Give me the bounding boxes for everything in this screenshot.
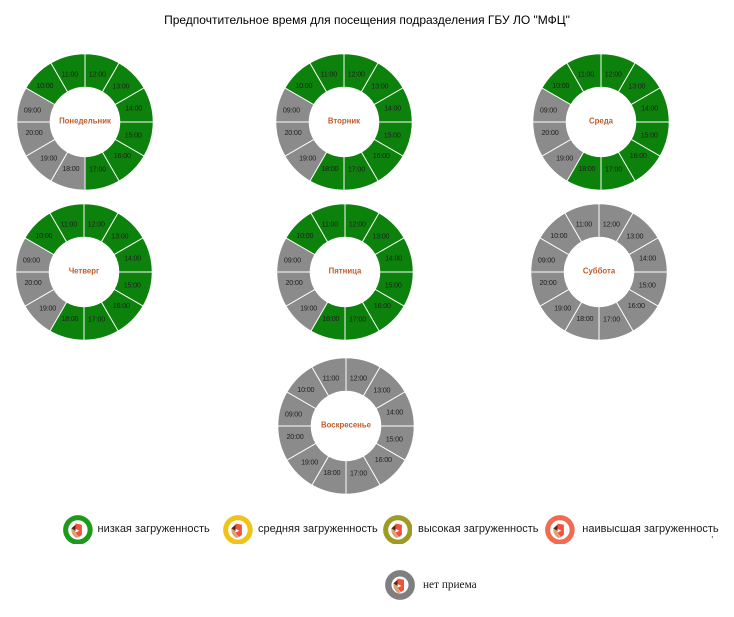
svg-text:09:00: 09:00 bbox=[540, 106, 557, 115]
svg-text:13:00: 13:00 bbox=[626, 232, 643, 241]
svg-text:13:00: 13:00 bbox=[371, 82, 388, 91]
svg-text:Среда: Среда bbox=[589, 117, 614, 126]
svg-text:Вторник: Вторник bbox=[328, 117, 360, 126]
svg-text:12:00: 12:00 bbox=[87, 220, 104, 229]
svg-text:09:00: 09:00 bbox=[284, 256, 301, 265]
svg-text:17:00: 17:00 bbox=[88, 315, 105, 324]
svg-text:16:00: 16:00 bbox=[113, 151, 130, 160]
svg-text:16:00: 16:00 bbox=[375, 455, 392, 464]
svg-text:09:00: 09:00 bbox=[23, 106, 40, 115]
svg-text:Понедельник: Понедельник bbox=[59, 117, 111, 126]
svg-text:15:00: 15:00 bbox=[385, 434, 402, 443]
svg-text:15:00: 15:00 bbox=[123, 281, 140, 290]
svg-text:15:00: 15:00 bbox=[384, 131, 401, 140]
svg-text:14:00: 14:00 bbox=[124, 254, 141, 263]
svg-text:17:00: 17:00 bbox=[348, 165, 365, 174]
svg-text:11:00: 11:00 bbox=[322, 220, 339, 229]
svg-text:14:00: 14:00 bbox=[385, 254, 402, 263]
svg-text:11:00: 11:00 bbox=[578, 70, 595, 79]
svg-text:Пятница: Пятница bbox=[329, 267, 362, 276]
svg-text:13:00: 13:00 bbox=[111, 232, 128, 241]
svg-text:10:00: 10:00 bbox=[552, 81, 569, 90]
svg-text:15:00: 15:00 bbox=[641, 131, 658, 140]
svg-text:19:00: 19:00 bbox=[556, 154, 573, 163]
svg-text:12:00: 12:00 bbox=[349, 220, 366, 229]
svg-text:19:00: 19:00 bbox=[301, 457, 318, 466]
svg-text:18:00: 18:00 bbox=[61, 314, 78, 323]
svg-text:13:00: 13:00 bbox=[628, 82, 645, 91]
svg-text:Четверг: Четверг bbox=[68, 267, 99, 276]
svg-text:11:00: 11:00 bbox=[321, 70, 338, 79]
svg-text:20:00: 20:00 bbox=[542, 128, 559, 137]
svg-text:14:00: 14:00 bbox=[125, 104, 142, 113]
svg-text:10:00: 10:00 bbox=[35, 231, 52, 240]
svg-text:09:00: 09:00 bbox=[22, 256, 39, 265]
svg-text:Суббота: Суббота bbox=[583, 267, 616, 276]
svg-text:14:00: 14:00 bbox=[384, 104, 401, 113]
svg-text:11:00: 11:00 bbox=[61, 70, 78, 79]
svg-text:16:00: 16:00 bbox=[373, 151, 390, 160]
svg-text:20:00: 20:00 bbox=[286, 432, 303, 441]
svg-text:12:00: 12:00 bbox=[348, 70, 365, 79]
svg-text:09:00: 09:00 bbox=[285, 409, 302, 418]
svg-text:16:00: 16:00 bbox=[630, 151, 647, 160]
svg-text:16:00: 16:00 bbox=[112, 301, 129, 310]
svg-text:18:00: 18:00 bbox=[62, 164, 79, 173]
svg-text:15:00: 15:00 bbox=[639, 281, 656, 290]
svg-text:13:00: 13:00 bbox=[372, 232, 389, 241]
svg-text:14:00: 14:00 bbox=[386, 407, 403, 416]
svg-text:09:00: 09:00 bbox=[283, 106, 300, 115]
svg-text:18:00: 18:00 bbox=[577, 314, 594, 323]
svg-text:17:00: 17:00 bbox=[89, 165, 106, 174]
svg-text:19:00: 19:00 bbox=[39, 304, 56, 313]
svg-text:18:00: 18:00 bbox=[322, 164, 339, 173]
svg-text:Воскресенье: Воскресенье bbox=[321, 420, 372, 429]
svg-text:11:00: 11:00 bbox=[60, 220, 77, 229]
svg-text:20:00: 20:00 bbox=[24, 278, 41, 287]
svg-text:15:00: 15:00 bbox=[124, 131, 141, 140]
svg-text:10:00: 10:00 bbox=[36, 81, 53, 90]
svg-text:18:00: 18:00 bbox=[323, 468, 340, 477]
svg-text:16:00: 16:00 bbox=[628, 301, 645, 310]
svg-text:17:00: 17:00 bbox=[349, 315, 366, 324]
svg-text:14:00: 14:00 bbox=[639, 254, 656, 263]
svg-text:09:00: 09:00 bbox=[538, 256, 555, 265]
svg-text:20:00: 20:00 bbox=[285, 128, 302, 137]
svg-text:19:00: 19:00 bbox=[299, 154, 316, 163]
svg-text:16:00: 16:00 bbox=[374, 301, 391, 310]
svg-text:10:00: 10:00 bbox=[296, 231, 313, 240]
svg-text:10:00: 10:00 bbox=[550, 231, 567, 240]
svg-text:18:00: 18:00 bbox=[322, 314, 339, 323]
svg-text:15:00: 15:00 bbox=[385, 281, 402, 290]
svg-text:14:00: 14:00 bbox=[641, 104, 658, 113]
svg-text:10:00: 10:00 bbox=[297, 385, 314, 394]
svg-text:11:00: 11:00 bbox=[322, 373, 339, 382]
svg-text:18:00: 18:00 bbox=[578, 164, 595, 173]
svg-text:19:00: 19:00 bbox=[554, 304, 571, 313]
svg-text:19:00: 19:00 bbox=[300, 304, 317, 313]
svg-text:20:00: 20:00 bbox=[286, 278, 303, 287]
svg-text:17:00: 17:00 bbox=[605, 165, 622, 174]
svg-text:13:00: 13:00 bbox=[373, 385, 390, 394]
svg-text:12:00: 12:00 bbox=[88, 70, 105, 79]
svg-text:12:00: 12:00 bbox=[603, 220, 620, 229]
svg-text:17:00: 17:00 bbox=[350, 468, 367, 477]
svg-text:11:00: 11:00 bbox=[576, 220, 593, 229]
svg-text:20:00: 20:00 bbox=[540, 278, 557, 287]
svg-text:12:00: 12:00 bbox=[350, 373, 367, 382]
svg-text:19:00: 19:00 bbox=[40, 154, 57, 163]
svg-text:17:00: 17:00 bbox=[603, 315, 620, 324]
svg-text:12:00: 12:00 bbox=[605, 70, 622, 79]
svg-text:13:00: 13:00 bbox=[112, 82, 129, 91]
svg-text:20:00: 20:00 bbox=[25, 128, 42, 137]
svg-text:10:00: 10:00 bbox=[295, 81, 312, 90]
